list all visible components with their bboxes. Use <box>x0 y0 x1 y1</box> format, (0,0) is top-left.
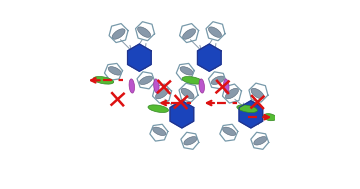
Polygon shape <box>127 44 151 71</box>
Ellipse shape <box>199 79 204 93</box>
Ellipse shape <box>211 76 224 84</box>
Ellipse shape <box>254 137 267 145</box>
Ellipse shape <box>222 127 236 136</box>
Ellipse shape <box>153 127 166 136</box>
Ellipse shape <box>112 29 125 39</box>
Ellipse shape <box>138 27 150 37</box>
Ellipse shape <box>208 27 221 37</box>
Polygon shape <box>239 101 263 128</box>
Ellipse shape <box>182 77 203 84</box>
Ellipse shape <box>180 67 193 75</box>
Ellipse shape <box>181 88 194 99</box>
Ellipse shape <box>154 79 159 93</box>
Ellipse shape <box>108 67 121 75</box>
Ellipse shape <box>184 137 197 145</box>
Ellipse shape <box>224 79 229 93</box>
Ellipse shape <box>263 114 276 121</box>
Polygon shape <box>170 101 194 128</box>
Ellipse shape <box>139 76 153 84</box>
Ellipse shape <box>225 88 239 99</box>
Ellipse shape <box>129 79 135 93</box>
Ellipse shape <box>183 29 195 39</box>
Polygon shape <box>198 44 221 71</box>
Ellipse shape <box>93 77 114 84</box>
Ellipse shape <box>148 105 168 112</box>
Ellipse shape <box>251 88 264 99</box>
Ellipse shape <box>237 105 257 112</box>
Ellipse shape <box>156 88 168 99</box>
